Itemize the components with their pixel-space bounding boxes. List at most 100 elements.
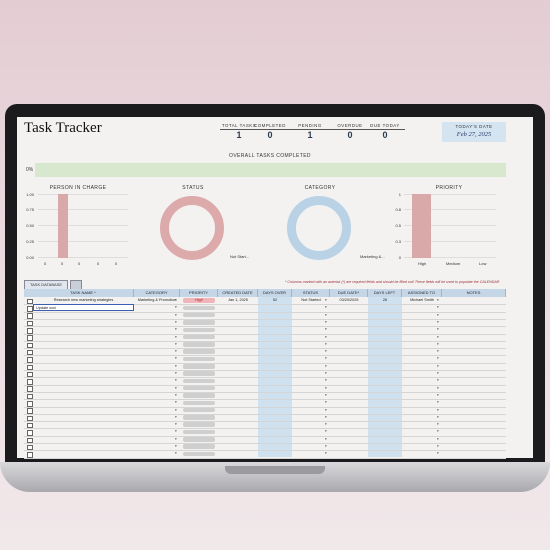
checkbox[interactable] <box>27 401 33 407</box>
dropdown-arrow[interactable]: ▾ <box>175 451 177 456</box>
dropdown-arrow[interactable]: ▾ <box>437 341 439 346</box>
dropdown-arrow[interactable]: ▾ <box>325 429 327 434</box>
dropdown-arrow[interactable]: ▾ <box>175 407 177 412</box>
priority-pill[interactable] <box>183 378 215 384</box>
dropdown-arrow[interactable]: ▾ <box>437 392 439 397</box>
dropdown-arrow[interactable]: ▾ <box>325 327 327 332</box>
priority-pill[interactable] <box>183 444 215 449</box>
priority-pill[interactable] <box>183 349 215 354</box>
dropdown-arrow[interactable]: ▾ <box>437 312 439 317</box>
checkbox[interactable] <box>27 320 33 327</box>
dropdown-arrow[interactable]: ▾ <box>175 414 177 419</box>
priority-pill[interactable] <box>183 334 215 340</box>
priority-pill[interactable] <box>183 305 215 311</box>
dropdown-arrow[interactable]: ▾ <box>175 392 177 397</box>
dropdown-arrow[interactable]: ▾ <box>175 400 177 405</box>
dropdown-arrow[interactable]: ▾ <box>175 312 177 317</box>
dropdown-arrow[interactable]: ▾ <box>437 407 439 412</box>
priority-pill[interactable] <box>183 415 215 420</box>
dropdown-arrow[interactable]: ▾ <box>325 422 327 427</box>
priority-pill[interactable] <box>183 364 215 369</box>
checkbox[interactable] <box>27 408 33 414</box>
priority-pill[interactable] <box>183 312 215 318</box>
dropdown-arrow[interactable]: ▾ <box>437 371 439 375</box>
dropdown-arrow[interactable]: ▾ <box>437 378 439 383</box>
dropdown-arrow[interactable]: ▾ <box>437 444 439 448</box>
priority-pill[interactable] <box>183 451 215 457</box>
dropdown-arrow[interactable]: ▾ <box>325 319 327 324</box>
checkbox[interactable] <box>27 444 33 451</box>
priority-pill[interactable] <box>183 327 215 332</box>
dropdown-arrow[interactable]: ▾ <box>437 349 439 354</box>
dropdown-arrow[interactable]: ▾ <box>175 327 177 332</box>
dropdown-arrow[interactable]: ▾ <box>175 378 177 383</box>
dropdown-arrow[interactable]: ▾ <box>175 319 177 324</box>
dropdown-arrow[interactable]: ▾ <box>175 429 177 434</box>
checkbox[interactable] <box>27 357 33 363</box>
checkbox[interactable] <box>27 452 33 458</box>
checkbox[interactable] <box>27 342 33 349</box>
dropdown-arrow[interactable]: ▾ <box>437 363 439 368</box>
dropdown-arrow[interactable]: ▾ <box>437 298 439 302</box>
priority-pill[interactable] <box>183 385 215 391</box>
checkbox[interactable] <box>27 415 33 422</box>
dropdown-arrow[interactable]: ▾ <box>175 305 177 310</box>
priority-pill[interactable] <box>183 342 215 347</box>
dropdown-arrow[interactable]: ▾ <box>325 451 327 456</box>
dropdown-arrow[interactable]: ▾ <box>325 392 327 397</box>
checkbox[interactable] <box>27 328 33 334</box>
dropdown-arrow[interactable]: ▾ <box>175 444 177 448</box>
checkbox[interactable] <box>27 298 33 305</box>
dropdown-arrow[interactable]: ▾ <box>325 407 327 412</box>
dropdown-arrow[interactable]: ▾ <box>325 436 327 441</box>
dropdown-arrow[interactable]: ▾ <box>325 305 327 310</box>
dropdown-arrow[interactable]: ▾ <box>175 436 177 441</box>
dropdown-arrow[interactable]: ▾ <box>175 363 177 368</box>
dropdown-arrow[interactable]: ▾ <box>325 400 327 405</box>
priority-pill[interactable] <box>183 371 215 376</box>
dropdown-arrow[interactable]: ▾ <box>437 334 439 339</box>
checkbox[interactable] <box>27 386 33 392</box>
dropdown-arrow[interactable]: ▾ <box>325 334 327 339</box>
dropdown-arrow[interactable]: ▾ <box>175 371 177 375</box>
cell[interactable]: Update soci <box>33 304 134 312</box>
checkbox[interactable] <box>27 313 33 319</box>
dropdown-arrow[interactable]: ▾ <box>437 400 439 405</box>
priority-pill[interactable] <box>183 437 215 442</box>
dropdown-arrow[interactable]: ▾ <box>175 341 177 346</box>
dropdown-arrow[interactable]: ▾ <box>325 341 327 346</box>
checkbox[interactable] <box>27 371 33 378</box>
priority-pill[interactable] <box>183 393 215 398</box>
dropdown-arrow[interactable]: ▾ <box>437 305 439 310</box>
priority-pill[interactable] <box>183 422 215 427</box>
dropdown-arrow[interactable]: ▾ <box>437 451 439 456</box>
priority-pill[interactable] <box>183 400 215 405</box>
checkbox[interactable] <box>27 364 33 370</box>
dropdown-arrow[interactable]: ▾ <box>175 349 177 354</box>
checkbox[interactable] <box>27 437 33 443</box>
dropdown-arrow[interactable]: ▾ <box>325 385 327 390</box>
dropdown-arrow[interactable]: ▾ <box>325 363 327 368</box>
dropdown-arrow[interactable]: ▾ <box>325 414 327 419</box>
dropdown-arrow[interactable]: ▾ <box>175 334 177 339</box>
priority-pill[interactable] <box>183 429 215 435</box>
dropdown-arrow[interactable]: ▾ <box>175 356 177 361</box>
checkbox[interactable] <box>27 430 33 436</box>
dropdown-arrow[interactable]: ▾ <box>325 444 327 448</box>
dropdown-arrow[interactable]: ▾ <box>325 298 327 302</box>
dropdown-arrow[interactable]: ▾ <box>325 371 327 375</box>
priority-pill[interactable] <box>183 356 215 362</box>
dropdown-arrow[interactable]: ▾ <box>175 422 177 427</box>
dropdown-arrow[interactable]: ▾ <box>437 414 439 419</box>
dropdown-arrow[interactable]: ▾ <box>437 327 439 332</box>
dropdown-arrow[interactable]: ▾ <box>175 385 177 390</box>
dropdown-arrow[interactable]: ▾ <box>437 319 439 324</box>
dropdown-arrow[interactable]: ▾ <box>437 356 439 361</box>
dropdown-arrow[interactable]: ▾ <box>437 422 439 427</box>
dropdown-arrow[interactable]: ▾ <box>437 429 439 434</box>
checkbox[interactable] <box>27 306 33 312</box>
checkbox[interactable] <box>27 335 33 341</box>
checkbox[interactable] <box>27 422 33 429</box>
dropdown-arrow[interactable]: ▾ <box>175 298 177 302</box>
checkbox[interactable] <box>27 379 33 385</box>
